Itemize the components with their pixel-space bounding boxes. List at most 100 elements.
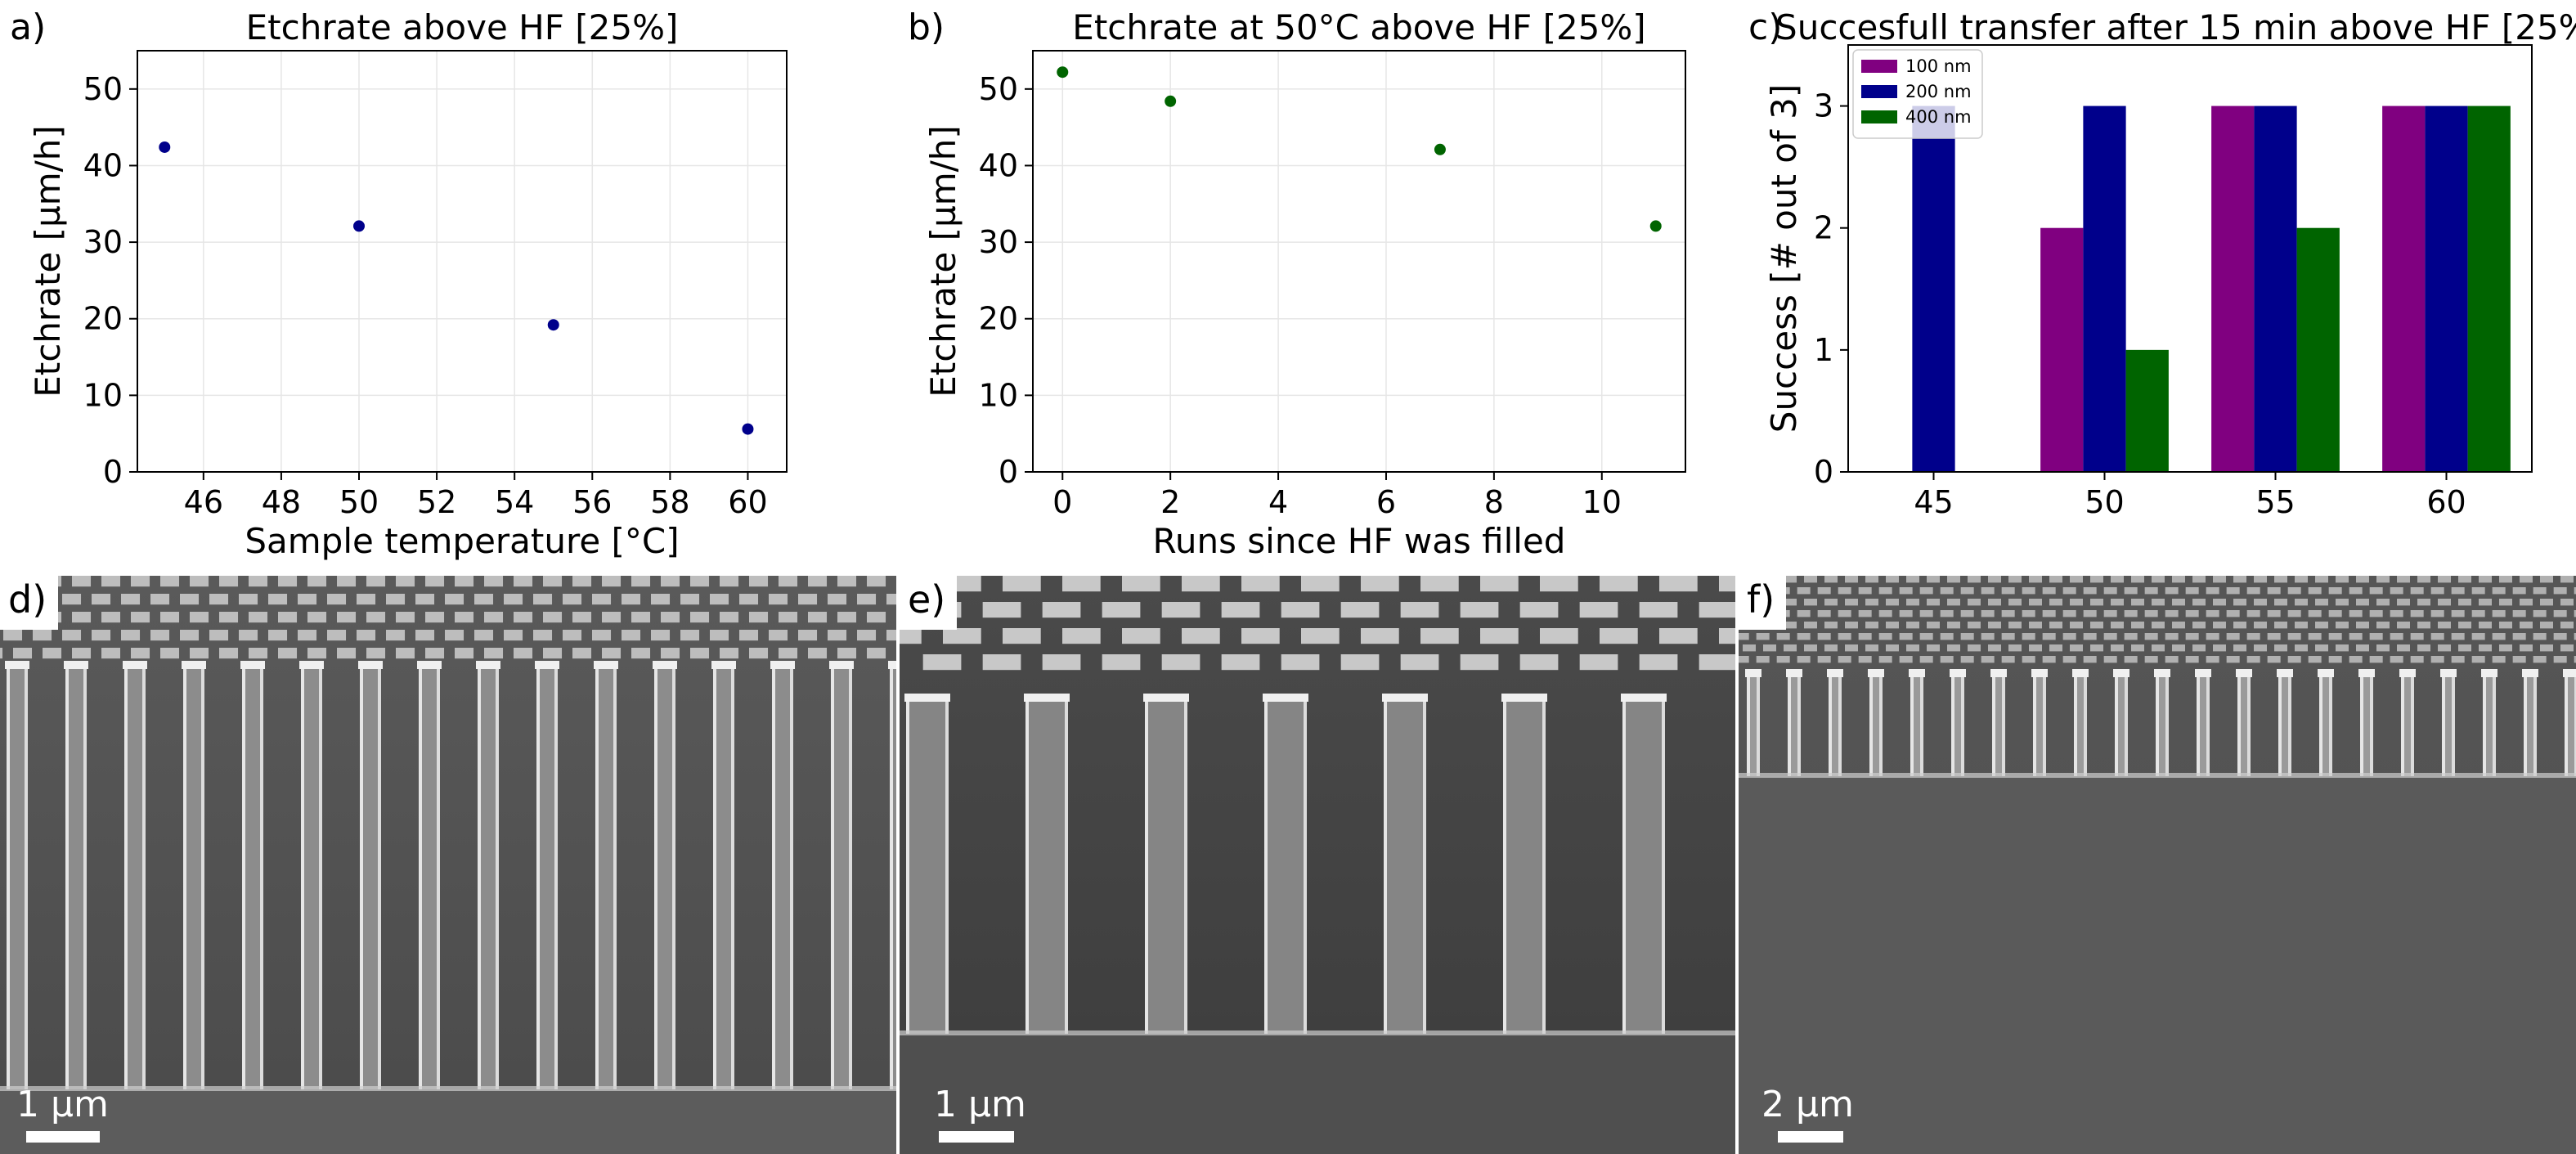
pillar-edge <box>2084 674 2087 776</box>
lattice-cell <box>1981 633 1995 640</box>
lattice-cell <box>2213 622 2226 629</box>
lattice-cell <box>1838 633 1851 640</box>
lattice-cell <box>2267 610 2281 617</box>
lattice-cell <box>2192 644 2206 652</box>
panel-label: c) <box>1748 7 1782 48</box>
lattice-cell <box>219 648 239 659</box>
lattice-cell <box>2144 633 2158 640</box>
lattice-cell <box>2008 622 2022 629</box>
lattice-cell <box>2308 610 2322 617</box>
lattice-cell <box>2512 633 2526 640</box>
lattice-cell <box>2438 622 2451 629</box>
lattice-cell <box>2553 656 2567 663</box>
lattice-cell <box>249 576 268 587</box>
pillar-cap <box>1382 694 1428 702</box>
lattice-cell <box>1906 622 1919 629</box>
pillar-cap <box>417 661 442 669</box>
lattice-cell <box>2001 633 2015 640</box>
bar <box>2211 106 2255 473</box>
x-tick-label: 54 <box>495 484 534 520</box>
lattice-cell <box>1776 656 1790 663</box>
lattice-cell <box>2356 576 2369 583</box>
sem-image-f: f) 2 µm <box>1739 576 2576 1154</box>
lattice-cell <box>2451 633 2465 640</box>
pillar-cap <box>1263 694 1308 702</box>
lattice-cell <box>13 648 33 659</box>
bar <box>2425 106 2468 473</box>
lattice-cell <box>1824 622 1838 629</box>
lattice-cell <box>769 630 788 641</box>
lattice-cell <box>710 594 729 605</box>
y-tick-label: 10 <box>83 377 123 413</box>
lattice-cell <box>2246 633 2260 640</box>
lattice-cell <box>2315 644 2328 652</box>
plot-frame <box>1032 50 1686 473</box>
pillar <box>595 666 617 1089</box>
lattice-cell <box>2458 599 2471 606</box>
lattice-cell <box>2070 622 2083 629</box>
lattice-cell <box>2185 610 2199 617</box>
lattice-cell <box>2226 587 2240 595</box>
lattice-cell <box>1947 622 1960 629</box>
lattice-cell <box>2369 587 2383 595</box>
lattice-cell <box>1899 610 1913 617</box>
lattice-cell <box>1988 599 2001 606</box>
lattice-cell <box>2349 656 2363 663</box>
lattice-cell <box>1960 610 1974 617</box>
legend-swatch <box>1861 85 1897 98</box>
pillar-cap <box>770 661 795 669</box>
lattice-cell <box>2103 656 2117 663</box>
pillar-edge <box>83 666 87 1089</box>
lattice-cell <box>2152 644 2165 652</box>
lattice-cell <box>779 576 798 587</box>
lattice-cell <box>2226 633 2240 640</box>
pillar-edge <box>142 666 146 1089</box>
pillar-edge <box>2411 674 2414 776</box>
lattice-cell <box>1519 602 1559 618</box>
lattice-cell <box>425 576 445 587</box>
lattice-cell <box>2328 656 2342 663</box>
lattice-cell <box>2111 599 2124 606</box>
lattice-cell <box>33 630 52 641</box>
pillar-edge <box>301 666 304 1089</box>
pillar-cap <box>1786 669 1802 677</box>
pillar-cap <box>1950 669 1966 677</box>
panel-label-d: d) <box>0 576 59 630</box>
lattice-cell <box>1122 576 1160 592</box>
lattice-cell <box>2226 656 2240 663</box>
lattice-cell <box>1739 633 1749 640</box>
lattice-cell <box>2336 576 2349 583</box>
lattice-cell <box>1797 610 1811 617</box>
lattice-cell <box>1743 644 1756 652</box>
lattice-cell <box>2152 622 2165 629</box>
lattice-cell <box>2492 587 2506 595</box>
lattice-cell <box>739 594 759 605</box>
lattice-cell <box>2192 622 2206 629</box>
lattice-cell <box>2246 610 2260 617</box>
lattice-cell <box>1899 633 1913 640</box>
lattice-cell <box>190 612 209 623</box>
pillar-cap <box>2195 669 2211 677</box>
lattice-cell <box>1886 622 1899 629</box>
data-point <box>1649 220 1662 232</box>
bar <box>2040 227 2084 472</box>
lattice-cell <box>1988 644 2001 652</box>
pillar-cap <box>888 661 896 669</box>
lattice-cell <box>366 612 386 623</box>
lattice-cell <box>2001 610 2015 617</box>
lattice-cell <box>209 630 229 641</box>
pillar-cap <box>476 661 500 669</box>
lattice-cell <box>2328 633 2342 640</box>
lattice-cell <box>160 648 180 659</box>
pillar-cap <box>182 661 206 669</box>
lattice-cell <box>779 612 798 623</box>
lattice-cell <box>1858 633 1872 640</box>
lattice-cell <box>2246 587 2260 595</box>
pillar <box>301 666 322 1089</box>
pillar-cap <box>299 661 324 669</box>
lattice-cell <box>2287 633 2301 640</box>
lattice-cell <box>307 576 327 587</box>
lattice-cell <box>720 612 739 623</box>
y-tick-label: 0 <box>999 454 1018 490</box>
pillar-edge <box>1869 674 1873 776</box>
